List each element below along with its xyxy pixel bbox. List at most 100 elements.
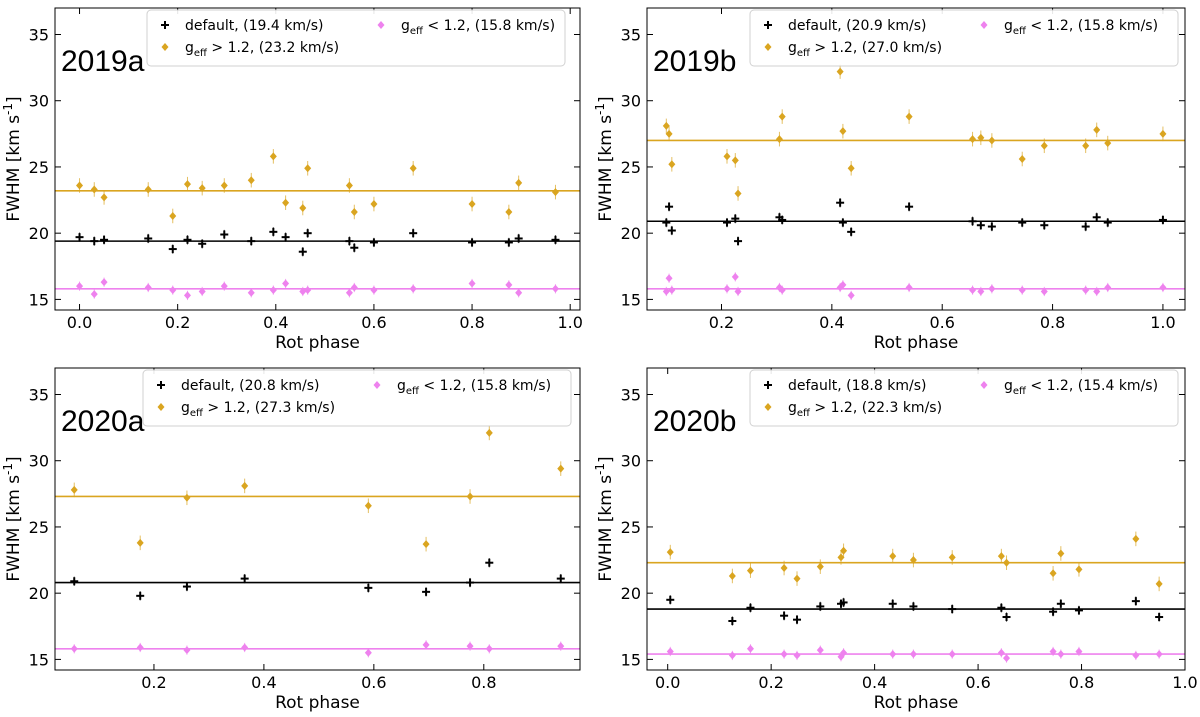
data-point-low xyxy=(409,284,417,294)
marker-diamond xyxy=(220,282,228,291)
marker-diamond xyxy=(840,546,848,555)
marker-diamond xyxy=(1132,534,1140,543)
marker-diamond xyxy=(778,112,786,121)
marker-diamond xyxy=(282,279,290,288)
data-point-low xyxy=(1075,646,1083,657)
legend: default, (20.9 km/s) geff > 1.2, (27.0 km… xyxy=(749,9,1179,67)
marker-diamond xyxy=(370,200,378,209)
data-point-default xyxy=(905,202,914,212)
data-point-default xyxy=(514,233,523,244)
data-point-high xyxy=(1155,576,1163,592)
y-tick-label: 35 xyxy=(29,385,49,404)
data-point-default xyxy=(1158,215,1167,225)
marker-diamond xyxy=(515,288,523,297)
x-tick-label: 0.2 xyxy=(165,313,190,332)
data-point-high xyxy=(909,552,917,568)
marker-diamond xyxy=(1049,647,1057,656)
data-point-default xyxy=(551,235,560,245)
marker-diamond xyxy=(551,284,559,293)
marker-diamond xyxy=(1093,287,1101,296)
marker-diamond xyxy=(780,564,788,573)
data-point-default xyxy=(734,236,743,246)
marker-diamond xyxy=(977,287,985,296)
legend-marker-diamond xyxy=(980,21,988,29)
marker-diamond xyxy=(1132,651,1140,660)
legend-item-default: default, (18.8 km/s) xyxy=(764,378,926,394)
marker-diamond xyxy=(100,193,108,202)
x-tick-label: 0.2 xyxy=(758,673,783,692)
marker-diamond xyxy=(816,562,824,571)
data-point-default xyxy=(816,601,825,612)
data-point-default xyxy=(746,603,755,613)
y-tick-label: 30 xyxy=(621,92,641,111)
data-point-high xyxy=(948,550,956,565)
legend-item-default: default, (20.8 km/s) xyxy=(157,378,319,394)
y-tick-label: 20 xyxy=(29,224,49,243)
marker-diamond xyxy=(144,185,152,194)
data-point-low xyxy=(1057,649,1065,659)
data-point-default xyxy=(1081,221,1090,232)
x-tick-label: 0.8 xyxy=(459,313,484,332)
marker-diamond xyxy=(468,279,476,288)
data-point-low xyxy=(90,289,98,299)
marker-diamond xyxy=(665,129,673,138)
data-point-high xyxy=(169,208,177,224)
data-point-default xyxy=(662,217,671,228)
data-point-default xyxy=(345,236,354,246)
data-point-low xyxy=(746,644,754,654)
data-point-low xyxy=(466,641,474,651)
plot-frame xyxy=(646,367,1186,671)
marker-diamond xyxy=(345,181,353,190)
data-point-high xyxy=(1093,122,1101,138)
marker-diamond xyxy=(422,640,430,649)
legend-label: geff < 1.2, (15.8 km/s) xyxy=(1004,18,1158,37)
marker-diamond xyxy=(1082,141,1090,150)
x-tick-label: 0.8 xyxy=(1040,313,1065,332)
data-point-high xyxy=(1057,546,1065,561)
data-point-default xyxy=(667,225,676,236)
data-point-high xyxy=(1082,138,1090,154)
data-point-low xyxy=(1155,649,1163,659)
data-point-low xyxy=(723,284,731,294)
legend-item-default: default, (19.4 km/s) xyxy=(161,18,323,34)
legend-item-low: geff < 1.2, (15.8 km/s) xyxy=(980,18,1158,37)
x-tick-label: 0.0 xyxy=(67,313,92,332)
marker-diamond xyxy=(183,291,191,300)
y-tick-label: 30 xyxy=(621,452,641,471)
data-point-default xyxy=(793,615,802,625)
y-tick-label: 35 xyxy=(621,385,641,404)
data-point-default xyxy=(1074,605,1083,616)
marker-diamond xyxy=(299,287,307,296)
marker-diamond xyxy=(304,286,312,295)
data-point-low xyxy=(793,650,801,661)
data-point-high xyxy=(247,172,255,188)
marker-diamond xyxy=(100,278,108,287)
legend-label: geff < 1.2, (15.8 km/s) xyxy=(397,378,551,397)
x-tick-label: 1.0 xyxy=(1150,313,1175,332)
data-point-low xyxy=(780,649,788,659)
data-point-low xyxy=(668,285,676,295)
data-point-high xyxy=(183,176,191,192)
marker-diamond xyxy=(948,553,956,562)
marker-diamond xyxy=(668,286,676,295)
data-point-low xyxy=(505,280,513,290)
data-point-high xyxy=(409,160,417,176)
data-point-default xyxy=(888,599,897,609)
data-point-low xyxy=(241,642,249,653)
marker-diamond xyxy=(409,164,417,173)
marker-diamond xyxy=(198,184,206,193)
data-point-high xyxy=(468,196,476,212)
data-point-high xyxy=(551,184,559,200)
data-point-high xyxy=(969,131,977,147)
panel-label: 2020b xyxy=(653,405,736,438)
data-point-default xyxy=(183,235,192,245)
data-point-low xyxy=(345,288,353,298)
marker-diamond xyxy=(144,283,152,292)
marker-diamond xyxy=(969,135,977,144)
data-point-low xyxy=(734,286,742,297)
data-point-default xyxy=(100,235,109,245)
marker-diamond xyxy=(839,280,847,289)
marker-diamond xyxy=(269,286,277,295)
data-point-default xyxy=(1040,220,1049,230)
data-point-low xyxy=(840,648,848,658)
